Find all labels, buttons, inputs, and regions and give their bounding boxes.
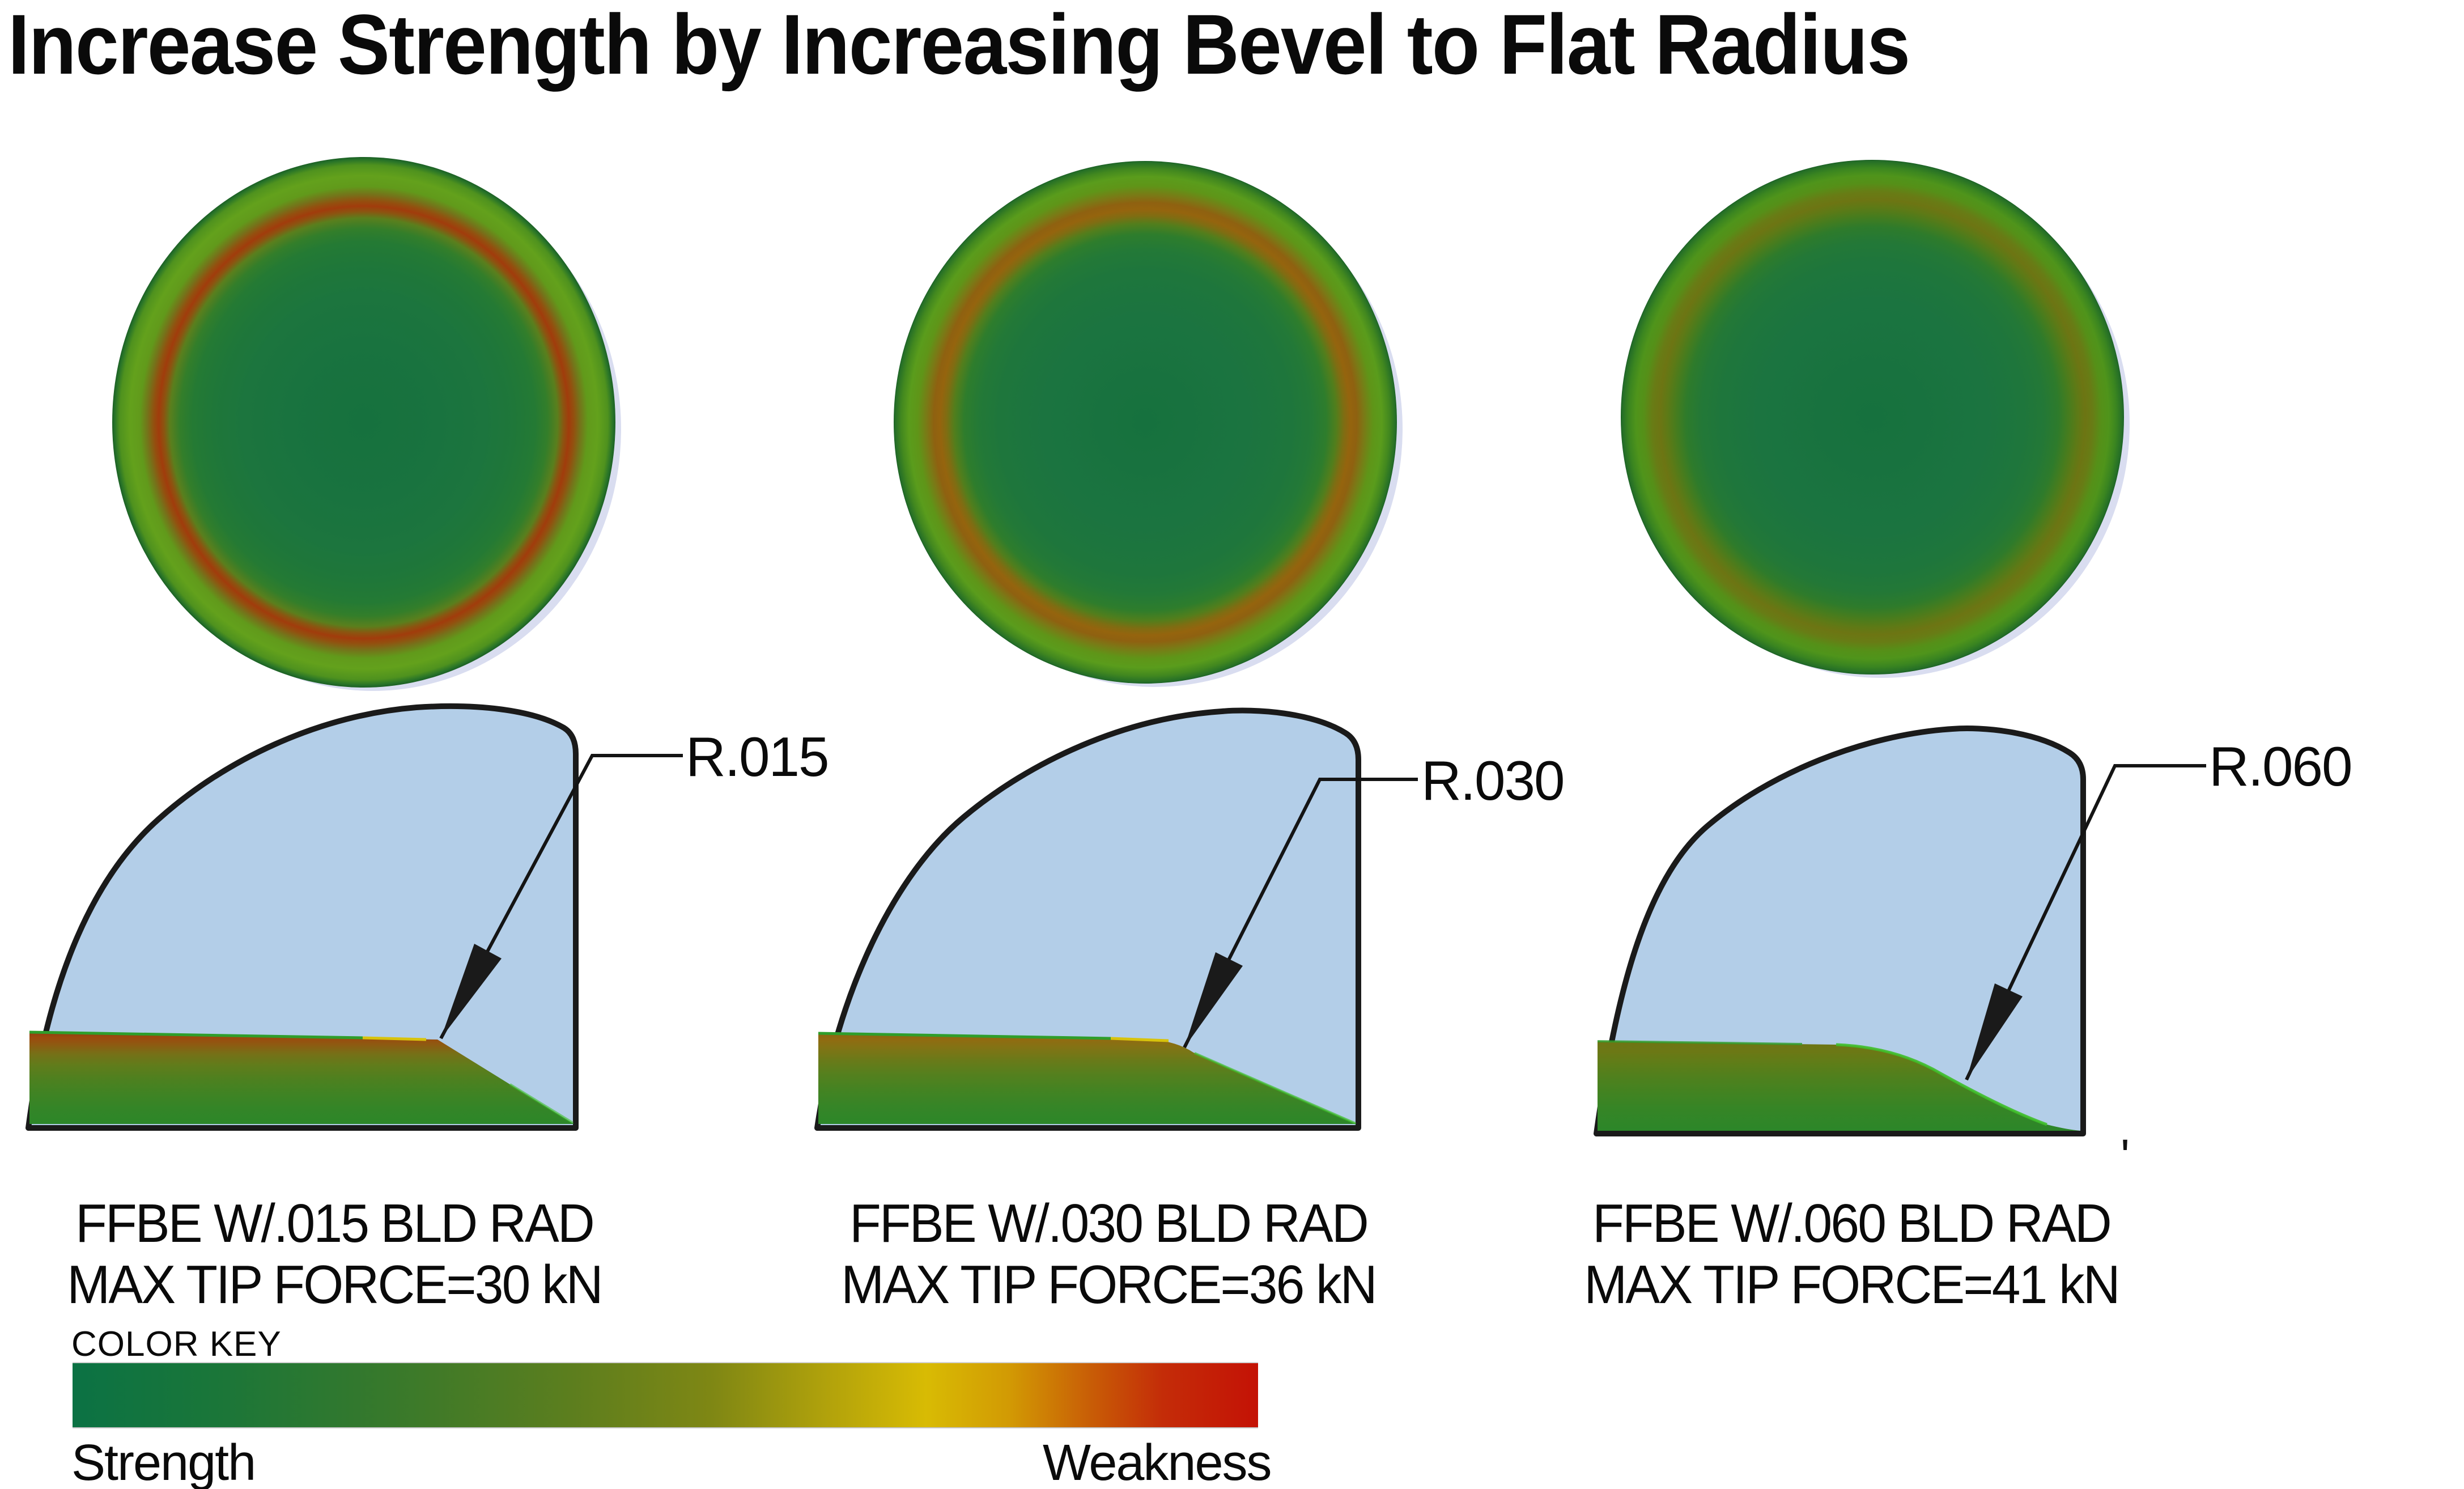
leader-arrowhead-015 <box>441 944 502 1038</box>
cross-section-060 <box>1594 726 2206 1136</box>
fea-top-view-060 <box>1621 160 2124 674</box>
stress-band-030 <box>818 1033 1357 1124</box>
fea-top-view-015 <box>112 157 615 688</box>
blade-profile-030 <box>814 707 1361 1131</box>
leader-line-060 <box>1965 764 2206 1081</box>
stress-band-060-top-edge-green <box>1597 1040 1803 1045</box>
stray-tick-mark: ' <box>2121 1130 2130 1183</box>
cross-section-030 <box>814 707 1418 1131</box>
caption-030: FFBE W/.030 BLD RAD MAX TIP FORCE=36 kN <box>839 1193 1378 1315</box>
caption-060-line1: FFBE W/.060 BLD RAD <box>1592 1193 2112 1254</box>
blade-profile-015 <box>26 703 579 1131</box>
leader-arrowhead-060 <box>1966 983 2023 1080</box>
stress-band-015-top-edge-yellow <box>362 1036 427 1041</box>
caption-015-line2: MAX TIP FORCE=30 kN <box>67 1254 603 1315</box>
caption-030-line2: MAX TIP FORCE=36 kN <box>841 1254 1377 1315</box>
leader-arrowhead-030 <box>1184 952 1243 1047</box>
page-title: Increase Strength by Increasing Bevel to… <box>8 0 1910 92</box>
color-key-gradient-bar <box>73 1362 1258 1428</box>
stress-band-030-top-edge-green <box>818 1032 1111 1040</box>
radius-callout-015: R.015 <box>686 726 830 788</box>
cross-section-015 <box>26 703 683 1131</box>
caption-030-line1: FFBE W/.030 BLD RAD <box>849 1193 1369 1254</box>
stress-band-060 <box>1598 1041 2081 1131</box>
color-key-strength-label: Strength <box>71 1435 256 1489</box>
leader-line-015 <box>439 754 683 1040</box>
stress-band-030-top-edge-yellow <box>1110 1037 1169 1042</box>
leader-line-030 <box>1183 778 1418 1049</box>
color-key-weakness-label: Weakness <box>1043 1435 1272 1489</box>
stress-band-015-bevel-edge <box>509 1083 574 1124</box>
caption-060: FFBE W/.060 BLD RAD MAX TIP FORCE=41 kN <box>1582 1193 2121 1315</box>
stress-band-015 <box>29 1032 574 1124</box>
stress-band-015-top-edge-green <box>29 1030 363 1040</box>
radius-callout-030: R.030 <box>1421 749 1565 812</box>
stress-band-030-bevel-edge <box>1194 1052 1356 1125</box>
caption-015: FFBE W/.015 BLD RAD MAX TIP FORCE=30 kN <box>65 1193 604 1315</box>
radius-callout-060: R.060 <box>2209 735 2353 797</box>
caption-015-line1: FFBE W/.015 BLD RAD <box>75 1193 595 1254</box>
blade-profile-060 <box>1594 726 2086 1136</box>
color-key-heading: COLOR KEY <box>71 1325 282 1364</box>
fea-top-view-030 <box>894 161 1397 684</box>
stress-band-060-bevel-edge <box>1836 1043 2047 1126</box>
caption-060-line2: MAX TIP FORCE=41 kN <box>1584 1254 2120 1315</box>
